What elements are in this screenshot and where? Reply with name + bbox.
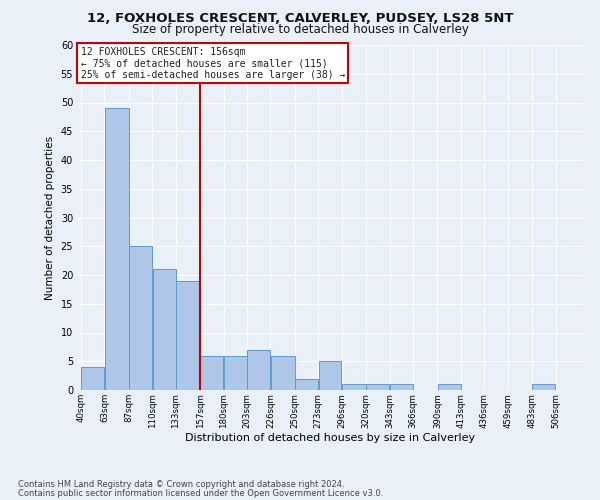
X-axis label: Distribution of detached houses by size in Calverley: Distribution of detached houses by size …	[185, 433, 475, 443]
Bar	[81, 367, 104, 390]
Bar	[176, 281, 200, 390]
Bar	[129, 246, 152, 390]
Text: Size of property relative to detached houses in Calverley: Size of property relative to detached ho…	[131, 22, 469, 36]
Bar	[342, 384, 366, 390]
Bar	[437, 384, 461, 390]
Bar	[247, 350, 270, 390]
Bar	[319, 361, 341, 390]
Bar	[152, 269, 176, 390]
Bar	[224, 356, 247, 390]
Y-axis label: Number of detached properties: Number of detached properties	[45, 136, 55, 300]
Bar	[532, 384, 555, 390]
Bar	[200, 356, 223, 390]
Text: Contains public sector information licensed under the Open Government Licence v3: Contains public sector information licen…	[18, 488, 383, 498]
Bar	[295, 378, 318, 390]
Bar	[105, 108, 128, 390]
Text: 12 FOXHOLES CRESCENT: 156sqm
← 75% of detached houses are smaller (115)
25% of s: 12 FOXHOLES CRESCENT: 156sqm ← 75% of de…	[80, 46, 345, 80]
Bar	[367, 384, 389, 390]
Bar	[390, 384, 413, 390]
Text: 12, FOXHOLES CRESCENT, CALVERLEY, PUDSEY, LS28 5NT: 12, FOXHOLES CRESCENT, CALVERLEY, PUDSEY…	[87, 12, 513, 26]
Bar	[271, 356, 295, 390]
Text: Contains HM Land Registry data © Crown copyright and database right 2024.: Contains HM Land Registry data © Crown c…	[18, 480, 344, 489]
